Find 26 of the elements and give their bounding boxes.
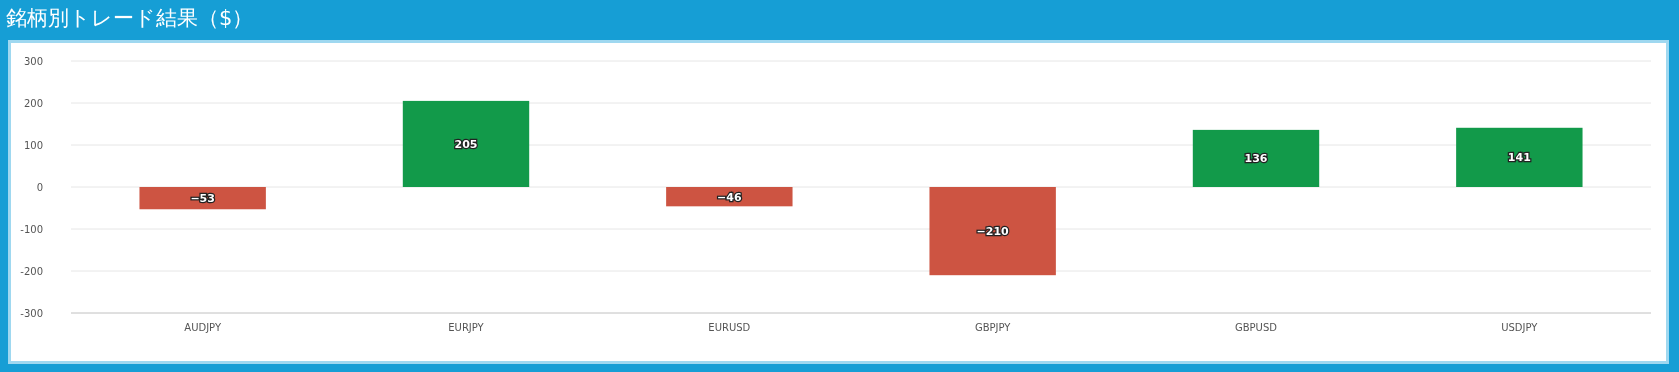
x-tick-label: GBPJPY [974, 322, 1012, 333]
bar [929, 187, 1056, 276]
y-tick-label: 200 [23, 98, 43, 109]
y-tick-label: -300 [20, 308, 43, 319]
data-label: 141 [1507, 151, 1531, 165]
data-label: 136 [1244, 152, 1268, 166]
data-label: −53 [190, 192, 215, 206]
x-tick-label: EURJPY [448, 322, 485, 333]
y-tick-label: 100 [23, 140, 43, 151]
bar [1456, 127, 1583, 187]
bar [1192, 129, 1320, 187]
x-tick-label: USDJPY [1501, 322, 1539, 333]
bar [139, 187, 266, 210]
y-tick-label: 0 [36, 182, 43, 193]
y-tick-label: 300 [23, 56, 43, 67]
chart-title: 銘柄別トレード結果（$） [6, 5, 254, 32]
data-label: −210 [976, 225, 1010, 239]
x-tick-label: EURUSD [708, 322, 751, 333]
x-tick-label: GBPUSD [1234, 322, 1278, 333]
data-label: −46 [717, 190, 742, 204]
bar [666, 187, 793, 207]
x-tick-label: AUDJPY [184, 322, 222, 333]
y-tick-label: -100 [20, 224, 43, 235]
bar [402, 100, 530, 187]
y-tick-label: -200 [20, 266, 43, 277]
data-label: 205 [454, 137, 478, 151]
